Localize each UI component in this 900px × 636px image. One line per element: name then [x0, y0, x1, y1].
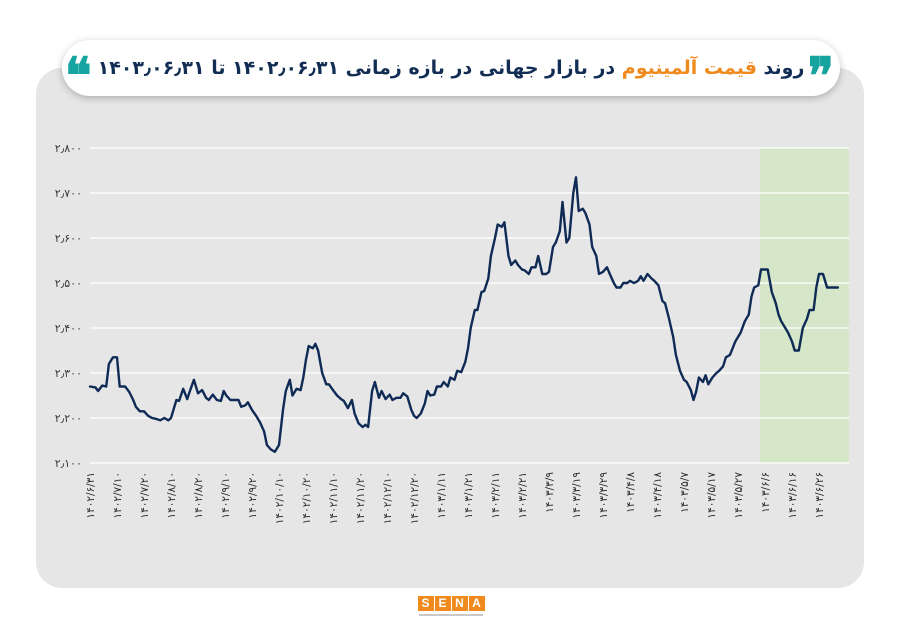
y-tick-label: ۲٫۸۰۰	[55, 142, 82, 155]
y-tick-label: ۲٫۵۰۰	[55, 277, 82, 290]
y-tick-label: ۲٫۳۰۰	[55, 367, 82, 380]
x-tick-label: ۱۴۰۳/۴/۱۸	[652, 472, 664, 519]
x-tick-label: ۱۴۰۲/۸/۱۰	[166, 472, 178, 519]
x-tick-label: ۱۴۰۲/۹/۲۰	[247, 472, 259, 519]
x-tick-label: ۱۴۰۳/۲/۲۱	[517, 472, 529, 519]
title-part-4: در بازه زمانی ۱۴۰۲٫۰۶٫۳۱ تا ۱۴۰۳٫۰۶٫۳۱	[97, 57, 473, 79]
x-tick-label: ۱۴۰۳/۵/۷	[679, 472, 691, 513]
title-part-3: در بازار جهانی	[478, 57, 616, 79]
title-part-2: قیمت آلمینیوم	[621, 57, 757, 79]
chart-title: روند قیمت آلمینیوم در بازار جهانی در باز…	[98, 57, 805, 79]
quote-open-icon: ❞	[810, 46, 834, 92]
sena-logo: S E N A	[416, 596, 486, 616]
logo-letter-n: N	[451, 596, 468, 611]
x-tick-label: ۱۴۰۳/۳/۲۹	[598, 472, 610, 519]
y-tick-label: ۲٫۷۰۰	[55, 187, 82, 200]
x-tick-label: ۱۴۰۲/۹/۱۰	[220, 472, 232, 519]
x-tick-label: ۱۴۰۲/۷/۲۰	[139, 472, 151, 519]
x-tick-label: ۱۴۰۲/۸/۲۰	[193, 472, 205, 519]
x-tick-label: ۱۴۰۳/۵/۱۷	[706, 472, 718, 519]
logo-letter-e: E	[434, 596, 451, 611]
x-tick-label: ۱۴۰۲/۷/۱۰	[112, 472, 124, 519]
x-tick-label: ۱۴۰۳/۱/۱۱	[436, 472, 448, 519]
y-tick-label: ۲٫۲۰۰	[55, 412, 82, 425]
x-tick-label: ۱۴۰۲/۶/۳۱	[85, 472, 97, 519]
logo-letter-a: A	[468, 596, 485, 611]
x-tick-label: ۱۴۰۲/۱۱/۲۰	[355, 472, 367, 524]
x-tick-label: ۱۴۰۳/۲/۱۱	[490, 472, 502, 519]
x-tick-label: ۱۴۰۲/۱۲/۲۰	[409, 472, 421, 524]
x-tick-label: ۱۴۰۲/۱۰/۱۰	[274, 472, 286, 524]
x-tick-label: ۱۴۰۲/۱۰/۲۰	[301, 472, 313, 524]
title-part-1: روند	[763, 57, 805, 79]
x-tick-label: ۱۴۰۳/۴/۸	[625, 472, 637, 513]
logo-underline	[419, 614, 483, 616]
title-bar: ❞ روند قیمت آلمینیوم در بازار جهانی در ب…	[62, 40, 840, 96]
y-tick-label: ۲٫۱۰۰	[55, 457, 82, 470]
x-tick-label: ۱۴۰۲/۱۲/۱۰	[382, 472, 394, 524]
x-tick-label: ۱۴۰۳/۶/۶	[760, 472, 772, 513]
x-tick-label: ۱۴۰۲/۱۱/۱۰	[328, 472, 340, 524]
price-line	[88, 176, 840, 453]
x-tick-label: ۱۴۰۳/۳/۹	[544, 472, 556, 513]
x-tick-label: ۱۴۰۳/۱/۲۱	[463, 472, 475, 519]
x-tick-label: ۱۴۰۳/۶/۱۶	[787, 472, 799, 519]
quote-close-icon: ❝	[68, 46, 92, 92]
logo-letter-s: S	[417, 596, 434, 611]
y-tick-label: ۲٫۴۰۰	[55, 322, 82, 335]
x-tick-label: ۱۴۰۳/۶/۲۶	[814, 472, 826, 519]
x-tick-label: ۱۴۰۳/۵/۲۷	[733, 472, 745, 519]
x-tick-label: ۱۴۰۳/۳/۱۹	[571, 472, 583, 519]
y-tick-label: ۲٫۶۰۰	[55, 232, 82, 245]
highlight-region	[760, 148, 849, 463]
